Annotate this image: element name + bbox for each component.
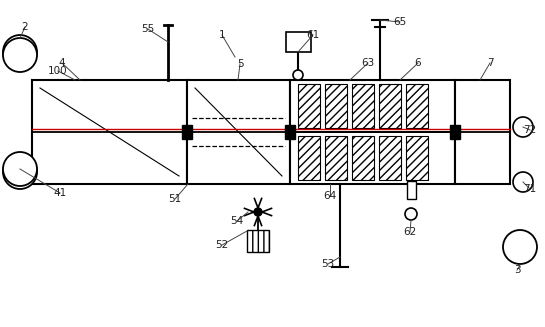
Text: 53: 53 <box>322 259 335 269</box>
Circle shape <box>3 35 37 69</box>
Circle shape <box>3 155 37 189</box>
Text: 6: 6 <box>415 58 421 68</box>
Bar <box>298 84 320 128</box>
Circle shape <box>254 208 262 216</box>
Text: 5: 5 <box>237 59 243 69</box>
Circle shape <box>513 117 533 137</box>
Bar <box>182 125 192 139</box>
Text: 54: 54 <box>231 216 244 226</box>
Bar <box>32 80 187 184</box>
Bar <box>247 230 269 252</box>
Text: 55: 55 <box>141 24 155 34</box>
Bar <box>187 80 290 184</box>
Bar <box>352 84 374 128</box>
Text: 64: 64 <box>323 191 337 201</box>
Bar <box>406 84 428 128</box>
Text: 61: 61 <box>306 30 319 40</box>
Text: 100: 100 <box>48 66 68 76</box>
Bar <box>286 32 311 52</box>
Bar <box>325 136 347 180</box>
Bar <box>379 84 401 128</box>
Text: 62: 62 <box>403 227 416 237</box>
Text: 63: 63 <box>361 58 374 68</box>
Text: 4: 4 <box>59 58 65 68</box>
Bar <box>406 136 428 180</box>
Circle shape <box>3 152 37 186</box>
Bar <box>455 80 510 184</box>
Circle shape <box>503 230 537 264</box>
Circle shape <box>405 208 417 220</box>
Bar <box>352 136 374 180</box>
Bar <box>325 84 347 128</box>
Bar <box>379 136 401 180</box>
Text: 41: 41 <box>53 188 66 198</box>
Circle shape <box>293 70 303 80</box>
Circle shape <box>513 172 533 192</box>
Text: 2: 2 <box>22 22 28 32</box>
Text: 51: 51 <box>168 194 181 204</box>
Text: 1: 1 <box>219 30 225 40</box>
Bar <box>298 136 320 180</box>
Text: 7: 7 <box>487 58 493 68</box>
Bar <box>290 80 455 184</box>
Bar <box>407 181 416 199</box>
Bar <box>285 125 295 139</box>
Text: 65: 65 <box>393 17 407 27</box>
Circle shape <box>3 38 37 72</box>
Bar <box>450 125 460 139</box>
Text: 52: 52 <box>215 240 228 250</box>
Text: 72: 72 <box>523 125 537 135</box>
Text: 71: 71 <box>523 184 537 194</box>
Text: 3: 3 <box>514 265 520 275</box>
